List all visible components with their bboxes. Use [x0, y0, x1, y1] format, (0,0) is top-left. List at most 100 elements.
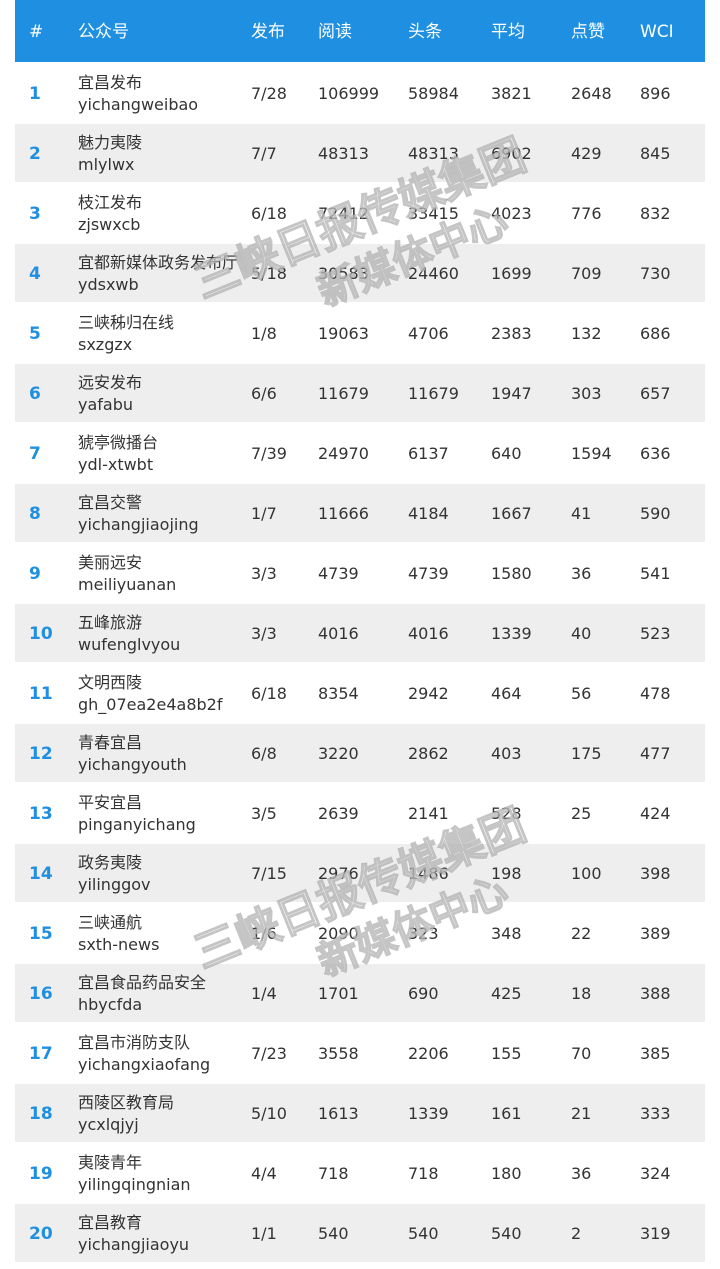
account-name: 三峡通航	[78, 913, 143, 932]
rank-number: 20	[29, 1224, 53, 1244]
table-row: 2 魅力夷陵 mlylwx 7/7 48313 48313 6902 429 845	[15, 124, 705, 182]
rank-number: 5	[29, 324, 41, 344]
account-id: ydsxwb	[78, 275, 139, 294]
table-row: 10 五峰旅游 wufenglvyou 3/3 4016 4016 1339 40 523	[15, 604, 705, 662]
wci-cell: 636	[640, 444, 671, 463]
header-headline: 头条	[408, 22, 442, 42]
account-name: 政务夷陵	[78, 853, 143, 872]
ranking-table: # 公众号 发布 阅读 头条 平均 点赞 WCI 1 宜昌发布 yichangwei…	[15, 0, 705, 1262]
headline-cell: 33415	[408, 204, 459, 223]
headline-cell: 1339	[408, 1104, 449, 1123]
wci-cell: 319	[640, 1224, 671, 1243]
account-name: 美丽远安	[78, 553, 143, 572]
average-cell: 180	[491, 1164, 522, 1183]
table-header: # 公众号 发布 阅读 头条 平均 点赞 WCI	[15, 0, 705, 62]
rank-number: 19	[29, 1164, 53, 1184]
table-row: 20 宜昌教育 yichangjiaoyu 1/1 540 540 540 2 319	[15, 1204, 705, 1262]
read-cell: 1613	[318, 1104, 359, 1123]
account-name: 三峡秭归在线	[78, 313, 175, 332]
account-name: 文明西陵	[78, 673, 143, 692]
like-cell: 100	[571, 864, 602, 883]
wci-cell: 832	[640, 204, 671, 223]
headline-cell: 6137	[408, 444, 449, 463]
table-row: 14 政务夷陵 yilinggov 7/15 2976 1486 198 100 398	[15, 844, 705, 902]
account-id: sxth-news	[78, 935, 160, 954]
table-row: 8 宜昌交警 yichangjiaojing 1/7 11666 4184 1667 41 59…	[15, 484, 705, 542]
publish-cell: 6/18	[251, 204, 287, 223]
account-name: 青春宜昌	[78, 733, 143, 752]
read-cell: 30583	[318, 264, 369, 283]
wci-cell: 385	[640, 1044, 671, 1063]
headline-cell: 2141	[408, 804, 449, 823]
table-row: 11 文明西陵 gh_07ea2e4a8b2f 6/18 8354 2942 464 56 47…	[15, 664, 705, 722]
account-id: yichangjiaojing	[78, 515, 199, 534]
read-cell: 19063	[318, 324, 369, 343]
headline-cell: 323	[408, 924, 439, 943]
like-cell: 25	[571, 804, 592, 823]
like-cell: 41	[571, 504, 592, 523]
account-name: 宜昌市消防支队	[78, 1033, 191, 1052]
read-cell: 3558	[318, 1044, 359, 1063]
average-cell: 1667	[491, 504, 532, 523]
average-cell: 1580	[491, 564, 532, 583]
publish-cell: 5/18	[251, 264, 287, 283]
publish-cell: 5/10	[251, 1104, 287, 1123]
publish-cell: 3/3	[251, 624, 277, 643]
headline-cell: 1486	[408, 864, 449, 883]
like-cell: 175	[571, 744, 602, 763]
account-name: 宜昌食品药品安全	[78, 973, 207, 992]
average-cell: 198	[491, 864, 522, 883]
table-row: 3 枝江发布 zjswxcb 6/18 72412 33415 4023 776 832	[15, 184, 705, 242]
read-cell: 540	[318, 1224, 349, 1243]
account-id: yichangjiaoyu	[78, 1235, 190, 1254]
wci-cell: 730	[640, 264, 671, 283]
publish-cell: 7/7	[251, 144, 277, 163]
wci-cell: 424	[640, 804, 671, 823]
publish-cell: 3/3	[251, 564, 277, 583]
table-row: 9 美丽远安 meiliyuanan 3/3 4739 4739 1580 36 541	[15, 544, 705, 602]
wci-cell: 389	[640, 924, 671, 943]
wci-cell: 896	[640, 84, 671, 103]
average-cell: 1699	[491, 264, 532, 283]
account-id: yichangxiaofang	[78, 1055, 211, 1074]
header-average: 平均	[491, 22, 525, 42]
account-name: 夷陵青年	[78, 1153, 143, 1172]
account-id: ycxlqjyj	[78, 1115, 139, 1134]
average-cell: 348	[491, 924, 522, 943]
headline-cell: 718	[408, 1164, 439, 1183]
account-id: zjswxcb	[78, 215, 141, 234]
account-id: sxzgzx	[78, 335, 133, 354]
rank-number: 10	[29, 624, 53, 644]
like-cell: 22	[571, 924, 592, 943]
read-cell: 2639	[318, 804, 359, 823]
average-cell: 2383	[491, 324, 532, 343]
average-cell: 3821	[491, 84, 532, 103]
wci-cell: 686	[640, 324, 671, 343]
account-name: 猇亭微播台	[78, 433, 159, 452]
rank-number: 2	[29, 144, 41, 164]
wci-cell: 324	[640, 1164, 671, 1183]
average-cell: 425	[491, 984, 522, 1003]
rank-number: 7	[29, 444, 41, 464]
account-id: ydl-xtwbt	[78, 455, 154, 474]
headline-cell: 11679	[408, 384, 459, 403]
rank-number: 8	[29, 504, 41, 524]
like-cell: 132	[571, 324, 602, 343]
account-id: meiliyuanan	[78, 575, 177, 594]
wci-cell: 333	[640, 1104, 671, 1123]
rank-number: 12	[29, 744, 53, 764]
account-name: 宜昌交警	[78, 493, 143, 512]
publish-cell: 7/39	[251, 444, 287, 463]
account-name: 西陵区教育局	[78, 1093, 175, 1112]
headline-cell: 24460	[408, 264, 459, 283]
read-cell: 8354	[318, 684, 359, 703]
read-cell: 4739	[318, 564, 359, 583]
headline-cell: 4184	[408, 504, 449, 523]
headline-cell: 58984	[408, 84, 459, 103]
like-cell: 303	[571, 384, 602, 403]
average-cell: 403	[491, 744, 522, 763]
like-cell: 56	[571, 684, 592, 703]
publish-cell: 3/5	[251, 804, 277, 823]
account-name: 五峰旅游	[78, 613, 143, 632]
table-body: 1 宜昌发布 yichangweibao 7/28 106999 58984 3821 264…	[15, 64, 705, 1262]
